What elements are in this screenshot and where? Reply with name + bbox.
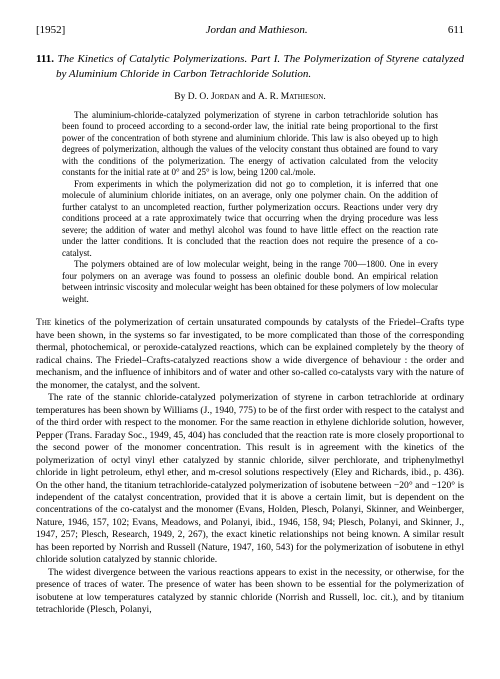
- lead-word: The: [36, 317, 51, 328]
- body-paragraph: The rate of the stannic chloride-catalyz…: [36, 392, 464, 567]
- body-paragraph: The kinetics of the polymerization of ce…: [36, 317, 464, 392]
- abstract: The aluminium-chloride-catalyzed polymer…: [62, 110, 438, 306]
- header-page-number: 611: [448, 24, 464, 36]
- header-authors: Jordan and Mathieson.: [206, 24, 308, 36]
- body-text: The kinetics of the polymerization of ce…: [36, 317, 464, 616]
- article-title: 111. The Kinetics of Catalytic Polymeriz…: [36, 52, 464, 82]
- body-paragraph: The widest divergence between the variou…: [36, 567, 464, 617]
- abstract-paragraph: The polymers obtained are of low molecul…: [62, 259, 438, 305]
- body-run: kinetics of the polymerization of certai…: [36, 317, 464, 390]
- byline: By D. O. Jordan and A. R. Mathieson.: [36, 92, 464, 102]
- journal-page: [1952] Jordan and Mathieson. 611 111. Th…: [0, 0, 500, 637]
- running-header: [1952] Jordan and Mathieson. 611: [36, 24, 464, 36]
- abstract-paragraph: From experiments in which the polymeriza…: [62, 179, 438, 260]
- byline-prefix: By: [174, 92, 185, 102]
- article-number: 111.: [36, 53, 54, 65]
- byline-author-1: D. O. Jordan: [188, 92, 240, 102]
- byline-and: and: [242, 92, 256, 102]
- article-title-text: The Kinetics of Catalytic Polymerization…: [56, 53, 464, 80]
- abstract-paragraph: The aluminium-chloride-catalyzed polymer…: [62, 110, 438, 179]
- header-year: [1952]: [36, 24, 65, 36]
- byline-author-2: A. R. Mathieson.: [258, 92, 326, 102]
